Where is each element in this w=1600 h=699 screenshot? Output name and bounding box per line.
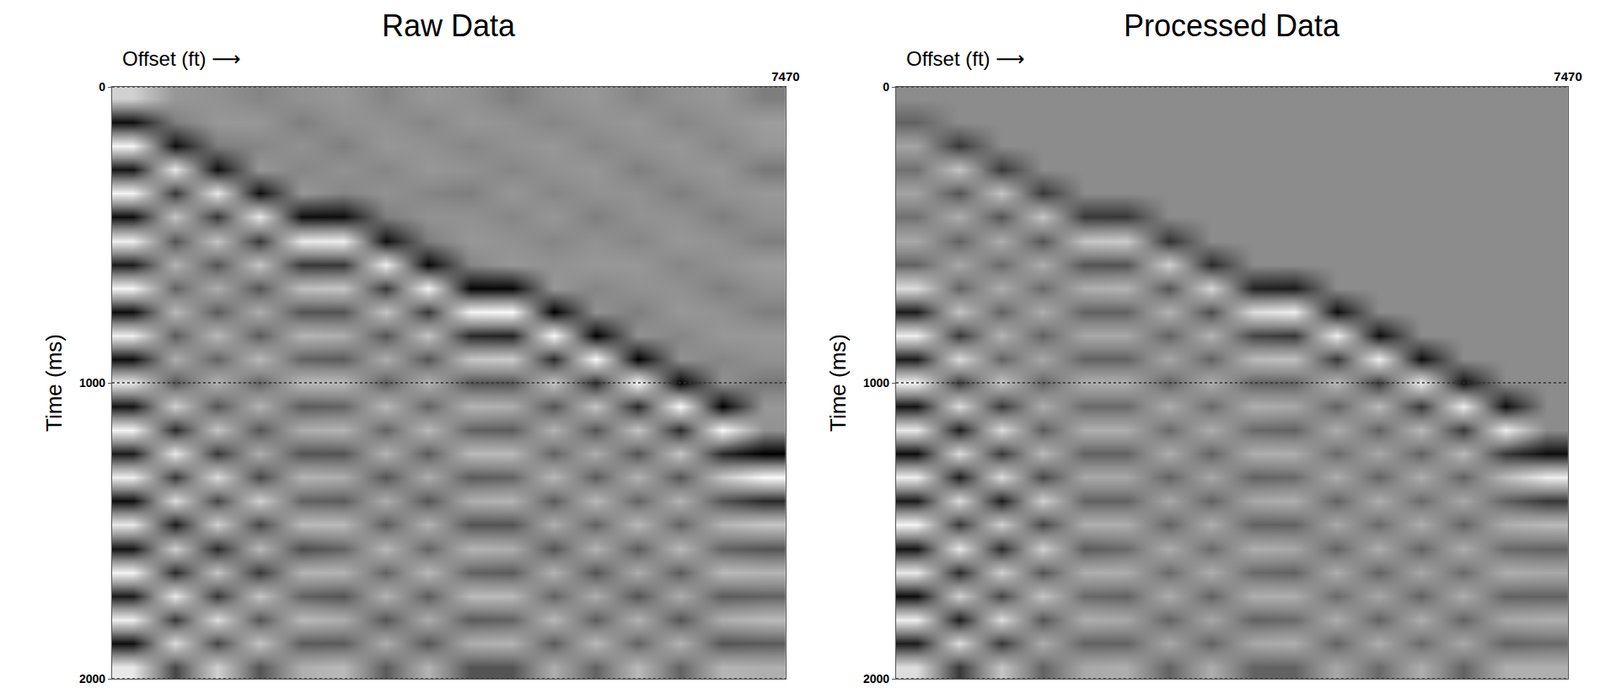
svg-text:0: 0 — [98, 80, 106, 94]
svg-text:Time (ms): Time (ms) — [825, 333, 851, 432]
svg-text:2000: 2000 — [863, 671, 890, 686]
svg-text:Raw Data: Raw Data — [381, 8, 516, 43]
svg-text:Offset (ft) ⟶: Offset (ft) ⟶ — [122, 47, 242, 70]
svg-text:1000: 1000 — [863, 375, 890, 390]
svg-text:Time (ms): Time (ms) — [41, 333, 67, 432]
svg-text:1000: 1000 — [79, 375, 106, 390]
svg-text:0: 0 — [882, 80, 890, 94]
svg-text:7470: 7470 — [1553, 69, 1582, 84]
svg-text:7470: 7470 — [771, 69, 800, 84]
svg-text:2000: 2000 — [79, 671, 106, 686]
svg-text:Processed Data: Processed Data — [1123, 8, 1341, 43]
svg-text:Offset (ft) ⟶: Offset (ft) ⟶ — [906, 47, 1026, 70]
